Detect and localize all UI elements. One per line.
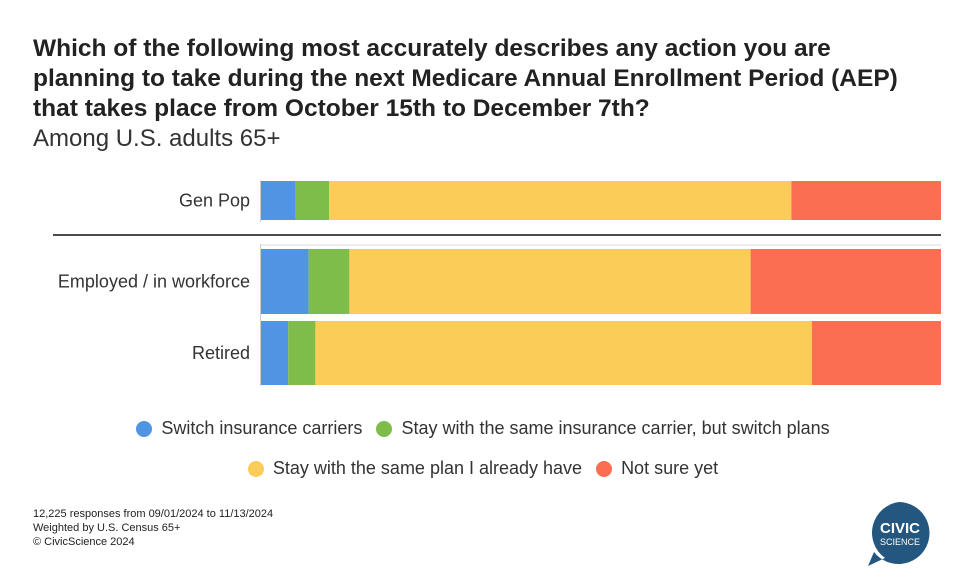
- logo-badge: [868, 502, 930, 566]
- legend-row-1: Switch insurance carriers Stay with the …: [0, 418, 966, 439]
- bar-segment-3-1: [261, 321, 289, 385]
- chart-subtitle: Among U.S. adults 65+: [33, 125, 281, 152]
- bar-segment-1-2: [295, 181, 329, 220]
- legend-swatch: [136, 420, 153, 437]
- footnote-copyright: © CivicScience 2024: [33, 536, 135, 548]
- category-label: Gen Pop: [179, 191, 250, 211]
- chart-title: Which of the following most accurately d…: [33, 35, 898, 122]
- stacked-bar-chart: Gen Pop Employed / in workforce Retired: [53, 180, 941, 386]
- legend-item-switch-carriers: Switch insurance carriers: [136, 418, 362, 439]
- bar-segment-2-2: [308, 249, 350, 314]
- bar-segment-1-4: [791, 181, 941, 220]
- legend-label: Stay with the same insurance carrier, bu…: [401, 418, 830, 438]
- category-label: Employed / in workforce: [58, 272, 250, 292]
- bar-segment-2-4: [750, 249, 941, 314]
- legend-row-2: Stay with the same plan I already have N…: [0, 458, 966, 479]
- bar-segment-2-3: [349, 249, 751, 314]
- footnote-weighting: Weighted by U.S. Census 65+: [33, 522, 181, 534]
- footnote-responses: 12,225 responses from 09/01/2024 to 11/1…: [33, 508, 274, 520]
- bar-segment-3-2: [288, 321, 316, 385]
- legend-label: Stay with the same plan I already have: [272, 458, 583, 478]
- legend-label: Switch insurance carriers: [161, 418, 363, 438]
- bar-segment-3-4: [811, 321, 941, 385]
- legend-swatch: [376, 420, 393, 437]
- bar-segment-1-3: [329, 181, 792, 220]
- bar-segment-3-3: [315, 321, 812, 385]
- bar-segment-1-1: [261, 181, 295, 220]
- legend-item-switch-plans: Stay with the same insurance carrier, bu…: [376, 418, 830, 439]
- legend-swatch: [247, 460, 264, 477]
- logo-text-science: SCIENCE: [880, 537, 920, 547]
- logo-text-civic: CIVIC: [880, 520, 920, 537]
- category-label: Retired: [192, 343, 250, 363]
- legend-swatch: [596, 460, 613, 477]
- civicscience-logo: CIVIC SCIENCE: [868, 502, 930, 566]
- legend-label: Not sure yet: [621, 458, 719, 478]
- legend-item-same-plan: Stay with the same plan I already have: [247, 458, 583, 479]
- footnotes: 12,225 responses from 09/01/2024 to 11/1…: [33, 507, 273, 549]
- legend-item-not-sure: Not sure yet: [596, 458, 718, 479]
- bar-segment-2-1: [261, 249, 309, 314]
